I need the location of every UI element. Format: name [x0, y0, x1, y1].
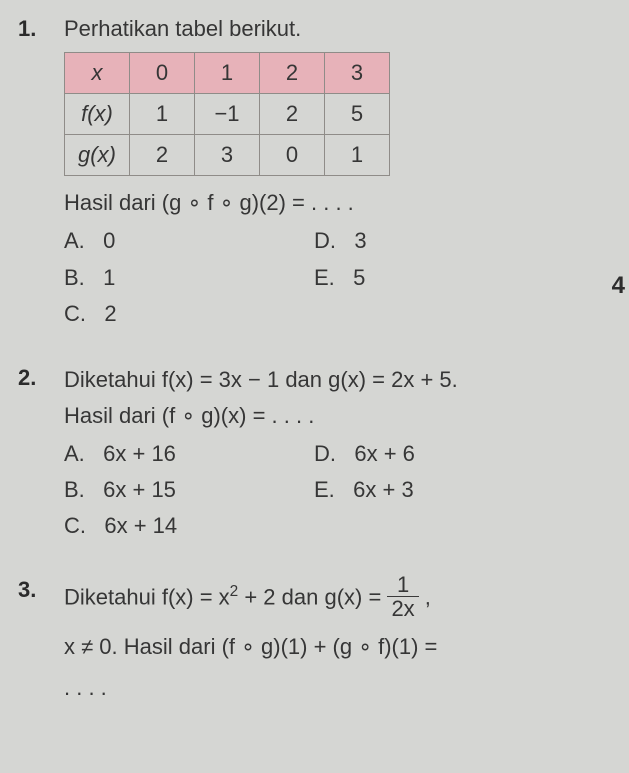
table-cell: 2 — [260, 94, 325, 135]
table-cell: 0 — [130, 53, 195, 94]
q2-line2: Hasil dari (f ∘ g)(x) = . . . . — [64, 399, 611, 433]
q1-table: x 0 1 2 3 f(x) 1 −1 2 5 g(x) 2 3 0 — [64, 52, 390, 176]
table-cell: −1 — [195, 94, 260, 135]
fraction: 12x — [387, 573, 418, 620]
page-side-label: 4 — [612, 272, 625, 300]
table-cell: 0 — [260, 135, 325, 176]
q2-choice-c: C. 6x + 14 — [64, 509, 314, 543]
table-cell: 3 — [195, 135, 260, 176]
q2-choice-d: D. 6x + 6 — [314, 437, 611, 471]
q1-number: 1. — [18, 12, 64, 45]
q2-line1: Diketahui f(x) = 3x − 1 dan g(x) = 2x + … — [64, 363, 611, 397]
table-cell: x — [65, 53, 130, 94]
q1-choice-e: E. 5 — [314, 261, 611, 295]
q2-choice-e: E. 6x + 3 — [314, 473, 611, 507]
q1-choice-c: C. 2 — [64, 297, 314, 331]
q1-result-line: Hasil dari (g ∘ f ∘ g)(2) = . . . . — [64, 186, 611, 220]
table-cell: 1 — [195, 53, 260, 94]
q3-number: 3. — [18, 573, 64, 606]
q1-choice-a: A. 0 — [64, 224, 314, 258]
q1-choice-d: D. 3 — [314, 224, 611, 258]
table-cell: 5 — [325, 94, 390, 135]
table-cell: f(x) — [65, 94, 130, 135]
q3-line2: x ≠ 0. Hasil dari (f ∘ g)(1) + (g ∘ f)(1… — [64, 630, 611, 664]
q2-choice-a: A. 6x + 16 — [64, 437, 314, 471]
q1-prompt: Perhatikan tabel berikut. — [64, 12, 611, 46]
table-cell: g(x) — [65, 135, 130, 176]
table-cell: 3 — [325, 53, 390, 94]
q3-line1: Diketahui f(x) = x2 + 2 dan g(x) = 12x , — [64, 575, 611, 622]
table-cell: 2 — [130, 135, 195, 176]
q2-number: 2. — [18, 361, 64, 394]
table-cell: 1 — [130, 94, 195, 135]
q1-choice-b: B. 1 — [64, 261, 314, 295]
q2-choice-b: B. 6x + 15 — [64, 473, 314, 507]
q3-dots: . . . . — [64, 671, 611, 705]
table-cell: 2 — [260, 53, 325, 94]
table-cell: 1 — [325, 135, 390, 176]
